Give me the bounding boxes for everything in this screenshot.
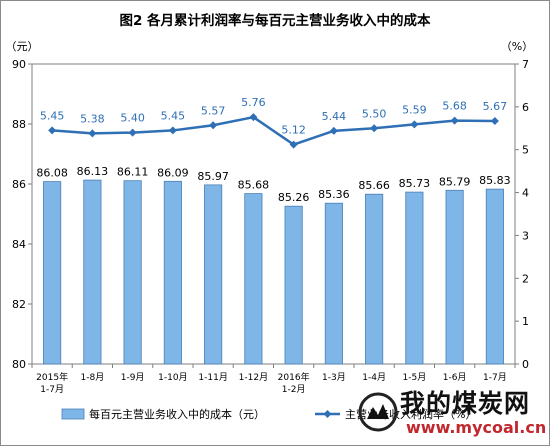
- left-axis-tick-label: 90: [12, 58, 26, 71]
- line-point: [490, 117, 499, 125]
- x-axis-tick-label: 1-8月: [81, 372, 105, 383]
- line-data-label: 5.38: [80, 112, 105, 125]
- bar: [284, 205, 303, 365]
- line-data-label: 5.44: [322, 110, 347, 123]
- bar: [204, 184, 223, 365]
- x-axis-tick-label: 1-2月: [282, 384, 306, 395]
- x-axis-tick-label: 1-12月: [239, 372, 268, 383]
- left-axis-tick-label: 84: [12, 238, 26, 251]
- x-axis-tick-label: 2015年: [36, 371, 68, 383]
- line-data-label: 5.12: [281, 124, 306, 137]
- line-data-label: 5.67: [483, 100, 508, 113]
- bar: [324, 202, 343, 365]
- coal-logo-icon: [358, 392, 398, 432]
- right-axis-tick-label: 4: [522, 187, 529, 200]
- x-axis-tick-label: 1-7月: [40, 384, 64, 395]
- bar-data-label: 85.83: [479, 174, 511, 187]
- x-axis-tick-label: 1-4月: [362, 372, 386, 383]
- x-axis-tick-label: 1-7月: [483, 372, 507, 383]
- line-data-label: 5.57: [201, 104, 226, 117]
- bar-data-label: 85.66: [358, 179, 390, 192]
- watermark: 我的煤炭网 www.mycoal.cn: [358, 384, 548, 442]
- left-axis-tick-label: 86: [12, 178, 26, 191]
- x-axis-tick-label: 1-9月: [121, 372, 145, 383]
- bar: [123, 180, 142, 365]
- bar-data-label: 85.36: [318, 188, 350, 201]
- left-axis-tick-label: 82: [12, 298, 26, 311]
- chart-title: 图2 各月累计利润率与每百元主营业务收入中的成本: [119, 12, 431, 29]
- bar-data-label: 85.73: [399, 177, 431, 190]
- right-axis-tick-label: 7: [522, 58, 529, 71]
- bar: [83, 179, 102, 365]
- bar-data-label: 86.09: [157, 166, 189, 179]
- line-data-label: 5.45: [40, 109, 65, 122]
- line-point: [289, 140, 298, 149]
- watermark-url: www.mycoal.cn: [406, 418, 547, 437]
- x-axis-tick-label: 1-6月: [443, 372, 467, 383]
- line-point: [48, 126, 57, 135]
- bar-data-label: 86.11: [117, 166, 149, 179]
- left-axis-tick-label: 88: [12, 118, 26, 131]
- right-axis-tick-label: 6: [522, 101, 529, 114]
- legend-bar-swatch: [61, 408, 85, 420]
- line-point: [128, 128, 137, 137]
- line-point: [168, 126, 177, 135]
- watermark-text: 我的煤炭网: [400, 389, 531, 418]
- right-axis-tick-label: 5: [522, 144, 529, 157]
- x-axis-tick-label: 1-5月: [403, 372, 427, 383]
- bar-data-label: 85.97: [197, 170, 229, 183]
- bar: [163, 180, 182, 365]
- x-axis-tick-label: 1-10月: [158, 372, 187, 383]
- line-data-label: 5.59: [402, 103, 427, 116]
- bar: [405, 191, 424, 365]
- bar: [43, 181, 62, 365]
- legend-bar-label: 每百元主营业务收入中的成本（元）: [89, 407, 265, 421]
- bar: [244, 193, 263, 365]
- x-axis-tick-label: 2016年: [278, 371, 310, 383]
- line-point: [329, 126, 338, 135]
- right-axis-tick-label: 0: [522, 358, 529, 371]
- line-data-label: 5.45: [161, 109, 186, 122]
- line-point: [450, 116, 459, 125]
- line-point: [410, 120, 419, 129]
- bar-data-label: 86.08: [36, 167, 68, 180]
- line-data-label: 5.76: [241, 96, 266, 109]
- left-unit-label: （元）: [6, 40, 39, 53]
- right-axis-tick-label: 1: [522, 315, 529, 328]
- line-point: [370, 124, 379, 133]
- legend-line-marker: [323, 410, 332, 418]
- right-axis-tick-label: 3: [522, 229, 529, 242]
- bar-data-label: 85.26: [278, 191, 310, 204]
- bar: [365, 193, 384, 365]
- bar-data-label: 86.13: [77, 165, 109, 178]
- left-axis-tick-label: 80: [12, 358, 26, 371]
- line-data-label: 5.40: [120, 112, 145, 125]
- line-point: [249, 113, 258, 122]
- bar-data-label: 85.68: [238, 179, 270, 192]
- line-data-label: 5.68: [442, 100, 467, 113]
- bar-data-label: 85.79: [439, 175, 471, 188]
- line-series: [52, 115, 495, 146]
- x-axis-tick-label: 1-3月: [322, 372, 346, 383]
- bar: [485, 188, 504, 365]
- line-point: [88, 129, 97, 138]
- line-data-label: 5.50: [362, 107, 387, 120]
- x-axis-tick-label: 1-11月: [198, 372, 227, 383]
- bar: [445, 189, 464, 365]
- right-unit-label: （%）: [501, 40, 533, 53]
- line-point: [209, 121, 218, 130]
- right-axis-tick-label: 2: [522, 272, 529, 285]
